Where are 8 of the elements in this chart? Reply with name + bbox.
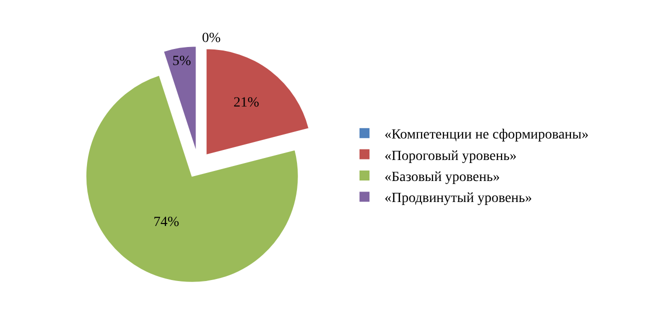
legend-label: «Продвинутый уровень» <box>384 191 532 206</box>
data-label: 5% <box>172 54 192 70</box>
legend-label: «Базовый уровень» <box>384 170 500 185</box>
legend-label: «Пороговый уровень» <box>384 148 517 164</box>
data-label: 21% <box>233 95 260 110</box>
legend-label: «Компетенции не сформированы» <box>384 128 589 143</box>
text: 0% <box>202 31 221 46</box>
data-label: 74% <box>154 215 180 230</box>
